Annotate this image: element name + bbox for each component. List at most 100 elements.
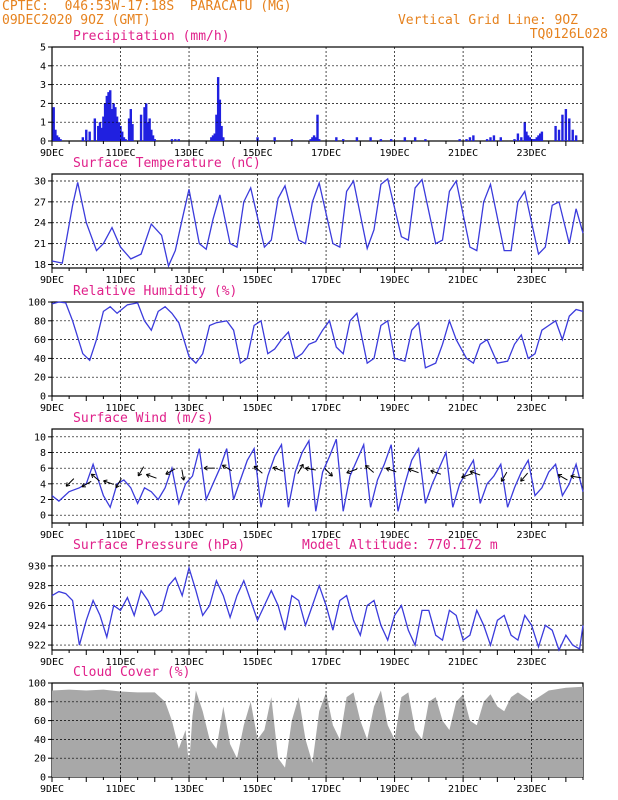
precip-bar	[102, 116, 105, 141]
wind-arrow	[469, 470, 481, 476]
wind-arrow-head	[365, 465, 370, 467]
series-line	[51, 301, 584, 369]
precip-bar	[561, 114, 564, 141]
x-tick-label: 15DEC	[242, 275, 272, 286]
wind-arrow	[520, 472, 529, 482]
precip-bar	[568, 118, 571, 141]
wind-arrow-head	[346, 469, 350, 474]
wind-arrow-head	[203, 467, 208, 471]
wind-arrow	[346, 468, 358, 474]
precip-bar	[535, 137, 538, 141]
y-tick-label: 5	[40, 43, 46, 54]
wind-arrow-head	[469, 471, 473, 475]
x-tick-label: 17DEC	[311, 657, 341, 668]
precip-bar	[523, 122, 526, 141]
wind-arrow	[81, 480, 92, 488]
y-tick-label: 0	[40, 392, 46, 403]
panel-title: Cloud Cover (%)	[73, 665, 190, 680]
y-tick-label: 928	[28, 581, 46, 592]
precip-bar	[215, 114, 218, 141]
precip-bar	[520, 137, 523, 141]
precip-bar	[150, 129, 153, 141]
x-tick-label: 17DEC	[311, 275, 341, 286]
wind-arrow-head	[461, 474, 465, 478]
precip-bar	[151, 135, 155, 141]
station-header: CPTEC: 046:53W-17:18S PARACATU (MG)	[2, 0, 292, 14]
wind-arrow	[91, 473, 100, 482]
wind-arrow-head	[386, 466, 391, 469]
x-tick-label: 13DEC	[174, 275, 204, 286]
wind-arrow-head	[328, 474, 333, 477]
x-tick-label: 19DEC	[380, 403, 410, 414]
precip-bar	[105, 95, 109, 141]
precip-bar	[458, 139, 461, 141]
wind-arrow-head	[145, 474, 150, 478]
y-tick-label: 60	[34, 716, 46, 727]
wind-arrow	[461, 473, 472, 478]
precip-bar	[55, 135, 59, 141]
precip-bar	[526, 135, 530, 141]
y-tick-label: 1	[40, 118, 46, 129]
wind-arrow-head	[385, 467, 390, 472]
y-tick-label: 3	[40, 80, 46, 91]
wind-arrow-head	[91, 473, 96, 476]
wind-arrow	[500, 471, 508, 482]
precip-bar	[335, 137, 338, 141]
x-tick-label: 9DEC	[40, 148, 64, 159]
precip-bar	[177, 139, 180, 141]
x-tick-label: 17DEC	[311, 784, 341, 795]
precip-bar	[122, 137, 126, 141]
precip-bar	[314, 137, 317, 141]
precip-bar	[146, 122, 150, 141]
wind-arrow-head	[330, 472, 333, 477]
series-line	[51, 565, 584, 652]
y-tick-label: 0	[40, 511, 46, 522]
wind-arrow-head	[469, 470, 475, 472]
precip-bar	[389, 139, 393, 141]
y-tick-label: 18	[34, 260, 46, 271]
precip-bar	[54, 129, 57, 141]
wind-arrow-head	[557, 474, 561, 479]
grid-note: Vertical Grid Line: 9OZ	[397, 13, 578, 28]
x-tick-label: 11DEC	[105, 403, 135, 414]
wind-arrow	[137, 466, 145, 477]
wind-arrow-head	[305, 466, 310, 469]
y-tick-label: 4	[40, 61, 46, 72]
panel-frame	[51, 301, 584, 397]
precip-bar	[93, 118, 97, 141]
x-tick-label: 23DEC	[517, 784, 547, 795]
precip-bar	[139, 114, 143, 141]
panel-title: Precipitation (mm/h)	[73, 29, 230, 44]
x-tick-label: 17DEC	[311, 530, 341, 541]
x-tick-label: 9DEC	[40, 275, 64, 286]
precip-bar	[100, 127, 103, 141]
x-tick-label: 13DEC	[174, 530, 204, 541]
wind-arrow-head	[272, 466, 278, 468]
precip-bar	[485, 139, 489, 141]
wind-arrow	[65, 478, 75, 487]
wind-arrow	[272, 466, 284, 472]
series-line	[51, 177, 584, 268]
precip-bar	[290, 139, 294, 141]
wind-arrow	[165, 468, 176, 475]
wind-arrow-head	[146, 473, 151, 475]
precip-bar	[537, 135, 540, 141]
wind-arrow-head	[66, 484, 71, 487]
wind-arrow-head	[138, 473, 143, 477]
y-tick-label: 0	[40, 773, 46, 784]
wind-arrow-head	[103, 480, 107, 485]
x-tick-label: 9DEC	[40, 784, 64, 795]
precip-bar	[311, 137, 314, 141]
precip-bar	[216, 77, 220, 141]
x-tick-label: 21DEC	[448, 275, 478, 286]
panel-frame	[51, 555, 584, 651]
x-tick-label: 11DEC	[105, 275, 135, 286]
x-tick-label: 15DEC	[242, 530, 272, 541]
x-tick-label: 9DEC	[40, 530, 64, 541]
x-tick-label: 11DEC	[105, 784, 135, 795]
x-tick-label: 21DEC	[448, 148, 478, 159]
precip-bar	[379, 139, 383, 141]
precip-bar	[115, 116, 119, 141]
precip-bar	[528, 137, 532, 141]
